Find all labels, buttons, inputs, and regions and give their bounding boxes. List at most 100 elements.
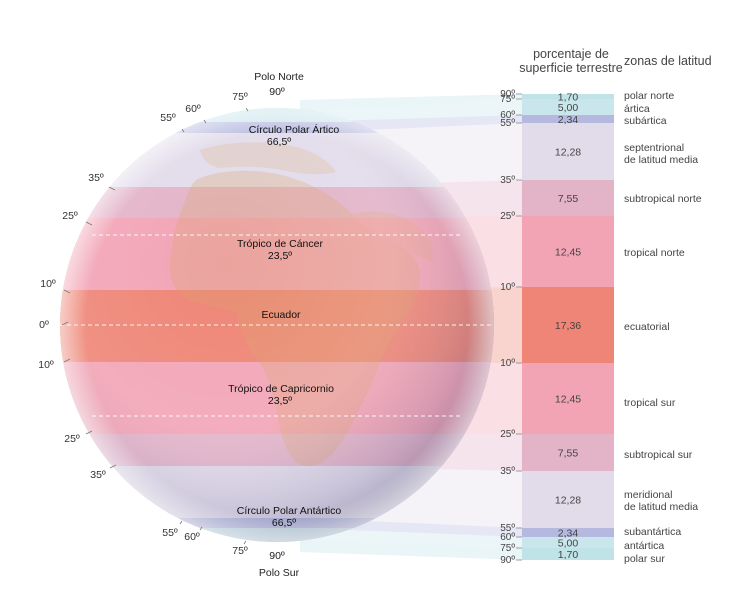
zone-bar-segment: [522, 180, 614, 216]
tropic-capricorn-degree: 23,5º: [268, 395, 292, 407]
projection-beam: [300, 94, 522, 112]
zone-percentage-value: 1,70: [558, 549, 579, 561]
rim-latitude-label: 75º: [232, 545, 248, 557]
projection-beam: [300, 528, 522, 548]
bar-boundary-label: 10º: [500, 358, 515, 369]
zone-bar-segment: [522, 471, 614, 528]
zone-name-line: septentrional: [624, 142, 684, 154]
rim-tick: [109, 464, 117, 469]
bar-boundary-label: 35º: [500, 175, 515, 186]
rim-tick: [63, 289, 71, 294]
equator-label: Ecuador: [261, 309, 301, 321]
rim-latitude-label: 0º: [39, 319, 49, 331]
zone-percentage-value: 17,36: [555, 320, 581, 332]
zone-bar-segment: [522, 548, 614, 560]
zone-name-label: subantártica: [624, 526, 681, 538]
rim-tick: [245, 107, 249, 112]
rim-latitude-label: 35º: [88, 172, 104, 184]
bar-boundary-label: 55º: [500, 523, 515, 534]
bar-latitude-ticks: 90º75º60º55º35º25º10º10º25º35º55º60º75º9…: [500, 89, 522, 566]
zone-name-label: septentrional de latitud media: [624, 142, 698, 166]
surface-percentage-values: 1,705,002,3412,287,5512,4517,3612,457,55…: [555, 92, 581, 562]
bar-boundary-label: 75º: [500, 543, 515, 554]
bar-boundary-label: 90º: [500, 89, 515, 100]
zone-name-label: polar sur: [624, 553, 665, 565]
zone-name-label: polar norte: [624, 90, 674, 102]
zone-percentage-value: 5,00: [558, 102, 579, 114]
zone-name-label: tropical sur: [624, 397, 676, 409]
arctic-circle-degree: 66,5º: [267, 136, 291, 148]
column-header-zones: zonas de latitud: [624, 54, 712, 68]
projection-beam: [300, 99, 522, 122]
zone-bar-segment: [522, 94, 614, 99]
zone-bar-segment: [522, 99, 614, 115]
rim-tick: [243, 540, 247, 545]
north-pole-label: Polo Norte: [254, 71, 304, 83]
bar-boundary-label: 75º: [500, 94, 515, 105]
rim-tick: [61, 321, 69, 326]
zone-name-line: de latitud media: [624, 501, 698, 513]
rim-tick: [203, 119, 207, 124]
zone-name-label: antártica: [624, 540, 664, 552]
rim-tick: [179, 520, 183, 525]
zone-bar-segment: [522, 363, 614, 434]
north-pole-degree: 90º: [269, 86, 285, 98]
zone-percentage-value: 12,28: [555, 495, 581, 507]
antarctic-circle-label: Círculo Polar Antártico: [237, 505, 342, 517]
bar-boundary-label: 60º: [500, 110, 515, 121]
bar-boundary-label: 35º: [500, 466, 515, 477]
rim-latitude-labels: 75º 60º 55º 35º 25º 10º 0º 10º 25º 35º 55º 60º 75º: [38, 91, 249, 557]
rim-tick: [199, 526, 203, 531]
bar-boundary-label: 60º: [500, 532, 515, 543]
zone-bar-segment: [522, 528, 614, 537]
arctic-circle-label: Círculo Polar Ártico: [249, 123, 340, 136]
zone-name-label: ártica: [624, 103, 650, 115]
tropic-capricorn-label: Trópico de Capricornio: [228, 383, 334, 395]
bar-boundary-label: 10º: [500, 282, 515, 293]
projection-beam: [300, 540, 522, 560]
zone-bar-segment: [522, 287, 614, 363]
rim-latitude-label: 25º: [64, 433, 80, 445]
zone-percentage-value: 2,34: [558, 528, 579, 540]
rim-tick: [63, 358, 71, 363]
zone-percentage-value: 1,70: [558, 92, 579, 104]
rim-latitude-label: 55º: [160, 112, 176, 124]
zone-bar-segment: [522, 123, 614, 180]
rim-latitude-label: 60º: [184, 531, 200, 543]
rim-latitude-label: 25º: [62, 210, 78, 222]
zone-percentage-value: 7,55: [558, 448, 579, 460]
zone-name-label: meridional de latitud media: [624, 489, 698, 513]
zone-bar-segment: [522, 434, 614, 471]
bar-boundary-label: 25º: [500, 211, 515, 222]
tropic-cancer-label: Trópico de Cáncer: [237, 238, 323, 250]
zone-percentage-value: 7,55: [558, 193, 579, 205]
zone-name-label: ecuatorial: [624, 321, 670, 333]
column-header-percentage-line2: superficie terrestre: [519, 61, 623, 75]
bar-boundary-label: 25º: [500, 429, 515, 440]
south-pole-degree: 90º: [269, 550, 285, 562]
zone-percentage-value: 2,34: [558, 114, 579, 126]
dashed-latitude-lines: [60, 234, 494, 417]
rim-latitude-label: 75º: [232, 91, 248, 103]
zone-name-line: meridional: [624, 489, 672, 501]
zone-percentage-value: 5,00: [558, 538, 579, 550]
rim-latitude-label: 55º: [162, 527, 178, 539]
tropic-cancer-degree: 23,5º: [268, 250, 292, 262]
zone-percentage-value: 12,45: [555, 247, 581, 259]
bar-boundary-label: 90º: [500, 555, 515, 566]
rim-tick: [108, 186, 116, 191]
rim-latitude-label: 10º: [38, 359, 54, 371]
zone-name-line: de latitud media: [624, 154, 698, 166]
globe-text-labels: Polo Norte 90º 90º Polo Sur Círculo Pola…: [228, 71, 341, 579]
zone-bar-segment: [522, 216, 614, 287]
zone-name-label: subtropical norte: [624, 193, 702, 205]
zone-bar-segment: [522, 537, 614, 548]
zone-percentage-value: 12,45: [555, 394, 581, 406]
zone-name-label: subártica: [624, 115, 667, 127]
bar-boundary-label: 55º: [500, 118, 515, 129]
south-pole-label: Polo Sur: [259, 567, 300, 579]
zone-percentage-value: 12,28: [555, 147, 581, 159]
column-header-percentage: porcentaje de superficie terrestre: [506, 47, 636, 75]
